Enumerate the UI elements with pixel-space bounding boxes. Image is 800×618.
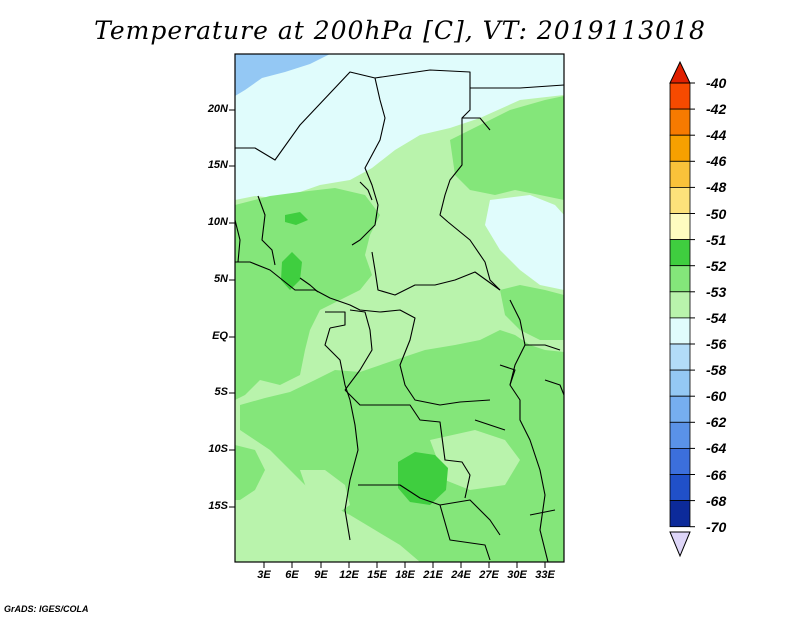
colorbar-box xyxy=(669,343,691,371)
lon-label: 18E xyxy=(395,569,415,581)
lat-label: 15S xyxy=(208,500,228,512)
colorbar-box xyxy=(669,474,691,502)
colorbar-label: -51 xyxy=(706,231,727,248)
lon-label: 9E xyxy=(314,569,328,581)
lat-label: 5N xyxy=(213,273,228,285)
lat-label: 20N xyxy=(207,103,228,115)
lat-label: 10N xyxy=(207,216,228,228)
lat-label: 15N xyxy=(207,159,228,171)
contour-light-green-south-patch xyxy=(300,470,350,515)
colorbar-boxes xyxy=(669,82,695,528)
contour-dark-green-cameroon xyxy=(281,252,302,290)
lon-label: 33E xyxy=(535,569,555,581)
axis-ticks xyxy=(229,109,546,568)
colorbar-box xyxy=(669,500,691,528)
lon-label: 24E xyxy=(451,569,471,581)
colorbar-label: -48 xyxy=(706,179,727,196)
lon-label: 15E xyxy=(367,569,387,581)
contour-pale-cyan-east xyxy=(485,195,564,290)
colorbar-label: -50 xyxy=(706,205,727,222)
contour-dark-green-north xyxy=(285,212,308,225)
lat-label: 10S xyxy=(208,443,228,455)
lon-label: 30E xyxy=(507,569,527,581)
colorbar-label: -44 xyxy=(706,127,727,144)
contour-mid-green-northeast xyxy=(450,96,564,200)
colorbar-box xyxy=(669,369,691,397)
lat-label: EQ xyxy=(212,330,228,342)
colorbar-box xyxy=(669,186,691,214)
colorbar-box xyxy=(669,108,691,136)
map-panel xyxy=(229,53,565,568)
colorbar-label: -54 xyxy=(706,309,727,326)
lon-label: 6E xyxy=(285,569,299,581)
colorbar-over-arrow xyxy=(669,60,691,84)
contour-mid-green-west xyxy=(235,188,380,400)
lon-label: 27E xyxy=(479,569,499,581)
colorbar-label: -60 xyxy=(706,388,727,405)
lon-label: 21E xyxy=(423,569,443,581)
colorbar-label: -70 xyxy=(706,518,727,535)
contour-mid-green-sw xyxy=(235,445,265,500)
colorbar-label: -46 xyxy=(706,153,727,170)
colorbar-label: -62 xyxy=(706,414,727,431)
contour-pale-cyan-north xyxy=(235,54,564,200)
colorbar-box xyxy=(669,291,691,319)
colorbar-box xyxy=(669,317,691,345)
colorbar xyxy=(669,60,695,558)
contour-mid-green-ne-patch xyxy=(500,285,564,340)
colorbar-box xyxy=(669,239,691,267)
colorbar-box xyxy=(669,447,691,475)
colorbar-box xyxy=(669,265,691,293)
colorbar-box xyxy=(669,82,691,110)
colorbar-label: -64 xyxy=(706,440,727,457)
colorbar-label: -42 xyxy=(706,101,727,118)
colorbar-box xyxy=(669,160,691,188)
colorbar-label: -58 xyxy=(706,362,727,379)
chart-title: Temperature at 200hPa [C], VT: 201911301… xyxy=(94,16,706,45)
colorbar-label: -56 xyxy=(706,336,727,352)
map-frame xyxy=(234,53,565,563)
contour-mid-green-south xyxy=(240,330,564,562)
contour-light-green-south-hole xyxy=(430,430,520,490)
colorbar-label: -68 xyxy=(706,492,727,509)
lat-label: 5S xyxy=(214,386,228,398)
colorbar-box xyxy=(669,213,691,241)
colorbar-label: -53 xyxy=(706,283,727,300)
colorbar-label: -40 xyxy=(706,75,727,91)
colorbar-label: -52 xyxy=(706,257,727,274)
country-borders xyxy=(234,69,565,563)
contour-light-blue-nw xyxy=(235,54,330,96)
lon-label: 12E xyxy=(339,569,359,581)
colorbar-box xyxy=(669,134,691,162)
colorbar-under-arrow xyxy=(669,531,691,558)
lon-label: 3E xyxy=(257,569,271,581)
colorbar-label: -66 xyxy=(706,466,727,483)
credit-text: GrADS: IGES/COLA xyxy=(4,604,89,614)
colorbar-box xyxy=(669,395,691,423)
colorbar-box xyxy=(669,421,691,449)
